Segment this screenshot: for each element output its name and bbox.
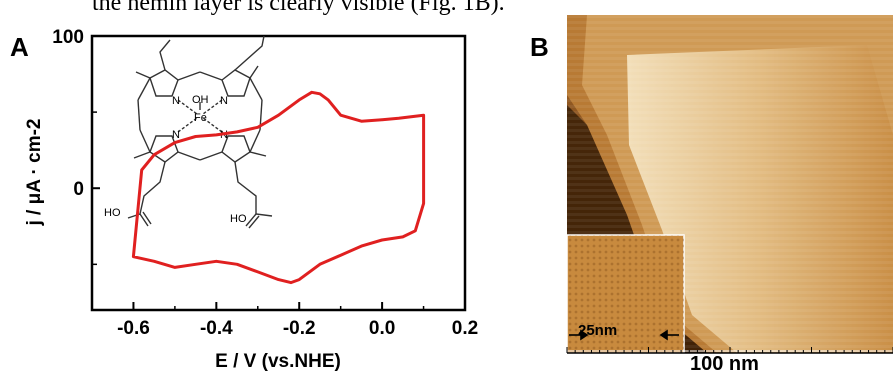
stm-scale-label: 100 nm — [690, 353, 759, 375]
carboxyl-left-label: HO — [104, 207, 121, 219]
caption-text: the hemin layer is clearly visible (Fig.… — [92, 0, 505, 16]
y-tick-label: 100 — [52, 27, 84, 48]
inset-scale-label: 25nm — [578, 322, 618, 339]
y-tick-label: 0 — [73, 179, 84, 200]
iron-label: Fe — [194, 112, 207, 124]
inset-scale-arrows — [569, 329, 679, 341]
panel-b-label: B — [530, 32, 549, 62]
hemin-structure-drawing — [127, 35, 273, 229]
nitrogen-label-2: N — [220, 95, 228, 107]
stm-surface-drawing — [567, 15, 893, 353]
x-tick-label: 0.2 — [452, 318, 478, 339]
nitrogen-label-3: N — [172, 129, 180, 141]
y-tick-marks — [92, 35, 100, 266]
x-axis-label: E / V (vs.NHE) — [215, 351, 341, 372]
plot-frame — [90, 34, 467, 312]
hydroxyl-label: OH — [192, 94, 209, 106]
cv-chart: -0.6 -0.4 -0.2 0.0 0.2 100 0 E / V (vs.NHE) j… — [24, 27, 478, 372]
carboxyl-right-label: HO — [230, 213, 247, 225]
cv-series-line — [131, 90, 426, 285]
x-tick-marks — [91, 302, 466, 310]
panel-a-label: A — [10, 32, 29, 62]
x-tick-label: -0.4 — [200, 318, 233, 339]
x-tick-label: 0.0 — [369, 318, 395, 339]
y-tick-labels: 100 0 — [52, 27, 84, 200]
y-axis-label: j / μA · cm-2 — [24, 119, 45, 227]
x-tick-label: -0.2 — [283, 318, 316, 339]
x-tick-label: -0.6 — [117, 318, 150, 339]
nitrogen-label-1: N — [172, 95, 180, 107]
stm-image — [567, 15, 893, 353]
x-tick-labels: -0.6 -0.4 -0.2 0.0 0.2 — [117, 318, 478, 339]
